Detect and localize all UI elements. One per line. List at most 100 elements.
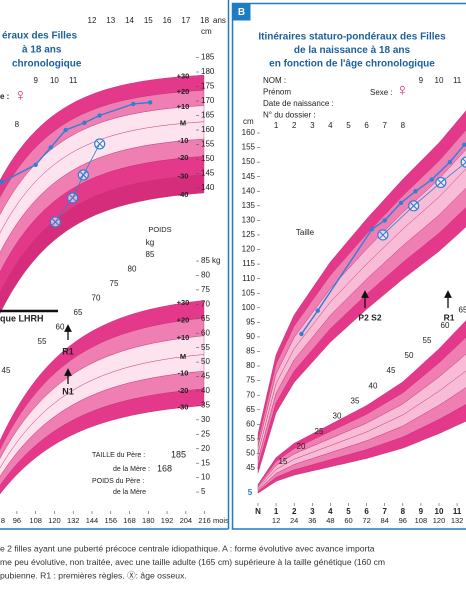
caption-line: me peu évolutive, non traitée, avec une … bbox=[0, 557, 385, 567]
x-tick-label: 8 bbox=[15, 120, 20, 129]
y2-tick-label: 65 bbox=[201, 314, 210, 323]
y-tick-label: 140 bbox=[201, 183, 215, 192]
y-tick-label: 115 bbox=[242, 259, 255, 268]
y-tick-label: 125 bbox=[242, 230, 256, 239]
x-tick-label: 11 bbox=[69, 76, 78, 85]
band-label: -20 bbox=[178, 153, 189, 162]
x-tick-label: 1 bbox=[274, 121, 279, 130]
weight-curve-label: 60 bbox=[441, 321, 450, 330]
parent-value: 168 bbox=[157, 463, 172, 473]
weight-curve-label: 65 bbox=[74, 308, 83, 317]
x-tick-label: 12 bbox=[272, 516, 280, 525]
x-tick-label: 6 bbox=[364, 507, 369, 516]
parent-label: POIDS du Père : bbox=[92, 478, 144, 485]
bone-age-line bbox=[55, 143, 101, 223]
x-tick-label: 120 bbox=[433, 516, 446, 525]
x-tick-label: 96 bbox=[13, 516, 21, 525]
panel-a: éraux des Filles à 18 ans chronologique e :… bbox=[0, 16, 229, 525]
x-unit: mois bbox=[213, 516, 229, 525]
y-tick-label: 155 bbox=[201, 140, 215, 149]
caption-line: pubienne. R1 : premières règles. Ⓧ: âge … bbox=[0, 570, 187, 580]
y2-tick-label: 60 bbox=[201, 328, 210, 337]
weight-curve-label: 35 bbox=[351, 397, 360, 406]
x-tick-label: N bbox=[255, 507, 261, 516]
x-tick-label: 11 bbox=[453, 507, 462, 516]
x-tick-label: 216 bbox=[198, 516, 211, 525]
y-tick-label: 90 bbox=[246, 332, 255, 341]
form-field: NOM : bbox=[263, 76, 286, 85]
height-line bbox=[1, 101, 151, 183]
x-tick-label: 8 bbox=[401, 507, 406, 516]
y2-tick-label: 25 bbox=[201, 429, 210, 438]
x-tick-label: 96 bbox=[399, 516, 407, 525]
parent-label: de la Mère bbox=[113, 489, 146, 496]
x-tick-label: 7 bbox=[382, 507, 387, 516]
annotation: R1 bbox=[444, 312, 455, 322]
y-tick-label: 175 bbox=[201, 82, 215, 91]
band-label: -30 bbox=[178, 403, 189, 412]
y-tick-label: 80 bbox=[246, 361, 255, 370]
x-tick-label: 18 bbox=[200, 16, 209, 25]
band-label: M bbox=[180, 118, 186, 127]
y-tick-label: 110 bbox=[242, 274, 255, 283]
weight-curve-label: 70 bbox=[92, 294, 101, 303]
y-tick-label: 85 bbox=[246, 347, 255, 356]
weight-unit: kg bbox=[146, 238, 154, 247]
x-tick-label: 3 bbox=[310, 507, 315, 516]
bone-age-marker bbox=[460, 156, 466, 168]
chart-title: Itinéraires staturo-pondéraux des Filles bbox=[258, 32, 446, 43]
form-field: N° du dossier : bbox=[263, 111, 316, 120]
weight-curve-label: 65 bbox=[459, 306, 466, 315]
x-tick-label: 10 bbox=[435, 76, 444, 85]
weight-curve-label: 25 bbox=[315, 427, 324, 436]
y-tick-label: 170 bbox=[201, 96, 215, 105]
x-tick-label: 11 bbox=[453, 76, 462, 85]
weight-curve-label: 60 bbox=[56, 323, 65, 332]
chart-title: en fonction de l'âge chronologique bbox=[269, 59, 435, 70]
y-tick-label: 70 bbox=[246, 390, 255, 399]
x-tick-label: 132 bbox=[67, 516, 80, 525]
annotation: P2 S2 bbox=[358, 312, 381, 322]
height-point bbox=[147, 100, 153, 105]
x-tick-label: 17 bbox=[181, 16, 190, 25]
y-tick-label: 140 bbox=[242, 186, 256, 195]
chart-title: chronologique bbox=[12, 59, 82, 70]
x-tick-label: 48 bbox=[326, 516, 334, 525]
parent-value: 185 bbox=[171, 449, 186, 459]
y-tick-label: 160 bbox=[201, 125, 215, 134]
reference-band bbox=[0, 388, 205, 495]
x-tick-label: 8 bbox=[401, 121, 406, 130]
x-tick-label: 8 bbox=[1, 516, 5, 525]
height-point bbox=[97, 113, 102, 118]
height-point bbox=[462, 142, 466, 147]
y2-tick-label: 45 bbox=[201, 372, 210, 381]
x-tick-label: 24 bbox=[290, 516, 298, 525]
band-label: +10 bbox=[177, 102, 190, 111]
x-tick-label: 108 bbox=[415, 516, 428, 525]
y-tick-label: 150 bbox=[201, 154, 215, 163]
y2-tick-label: 80 bbox=[201, 271, 210, 280]
sex-label: e : bbox=[0, 92, 9, 101]
x-tick-label: 5 bbox=[346, 507, 351, 516]
y-tick-label: 135 bbox=[242, 201, 256, 210]
band-label: -20 bbox=[178, 386, 189, 395]
x-tick-label: 3 bbox=[310, 121, 315, 130]
x-tick-label: 16 bbox=[163, 16, 172, 25]
band-label: -10 bbox=[178, 136, 189, 145]
y2-tick-label: 30 bbox=[201, 415, 210, 424]
weight-curve-label: 45 bbox=[387, 366, 396, 375]
sex-label: Sexe : bbox=[370, 88, 393, 97]
x-tick-label: 9 bbox=[419, 76, 424, 85]
weight-curve-label: 75 bbox=[110, 279, 119, 288]
y2-tick-label: 40 bbox=[201, 386, 210, 395]
band-label: +10 bbox=[177, 333, 190, 342]
x-tick-label: 120 bbox=[48, 516, 61, 525]
height-point bbox=[82, 120, 87, 125]
y2-tick-label: 35 bbox=[201, 401, 210, 410]
weight-curve-label: 45 bbox=[2, 366, 11, 375]
height-point bbox=[413, 189, 418, 194]
weight-title: POIDS bbox=[148, 225, 171, 234]
x-tick-label: 72 bbox=[362, 516, 370, 525]
weight-curve-label: 40 bbox=[369, 381, 378, 390]
